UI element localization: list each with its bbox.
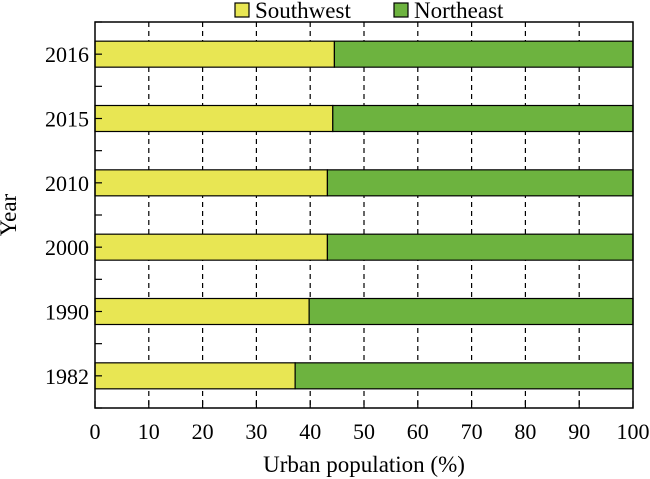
legend-swatch-northeast <box>393 2 409 18</box>
bar-southwest-2010 <box>94 169 329 197</box>
x-tick-labels: 0 10 20 30 40 50 60 70 80 90 100 <box>90 419 650 444</box>
x-tick-label: 70 <box>461 419 483 444</box>
y-tick-label: 1982 <box>45 364 89 389</box>
legend-label-southwest: Southwest <box>255 0 351 23</box>
y-tick-label: 2010 <box>45 171 89 196</box>
bar-southwest-2000 <box>94 233 329 261</box>
axis-ticks <box>94 21 634 409</box>
bar-southwest-1990 <box>94 297 310 326</box>
x-tick-label: 100 <box>617 419 650 444</box>
y-axis-title: Year <box>0 193 21 236</box>
bar-northeast-1990 <box>308 297 634 326</box>
x-tick-label: 40 <box>299 419 321 444</box>
x-tick-label: 30 <box>245 419 267 444</box>
bar-northeast-2000 <box>326 233 634 261</box>
y-tick-label: 2000 <box>45 235 89 260</box>
x-tick-label: 80 <box>514 419 536 444</box>
x-axis-title: Urban population (%) <box>263 452 465 477</box>
bar-southwest-2015 <box>94 104 334 133</box>
x-tick-label: 20 <box>192 419 214 444</box>
bar-southwest-2016 <box>94 40 336 68</box>
y-tick-label: 1990 <box>45 300 89 325</box>
bar-northeast-2015 <box>332 104 634 133</box>
bar-northeast-2010 <box>326 169 634 197</box>
legend-label-northeast: Northeast <box>414 0 504 23</box>
grid-lines <box>148 22 580 408</box>
bar-southwest-1982 <box>94 362 296 390</box>
bar-northeast-2016 <box>333 40 634 68</box>
y-tick-labels: 2016 2015 2010 2000 1990 1982 <box>45 42 89 389</box>
x-tick-label: 0 <box>90 419 101 444</box>
x-tick-label: 60 <box>407 419 429 444</box>
bar-northeast-1982 <box>294 362 634 390</box>
bars <box>94 40 634 390</box>
y-tick-label: 2016 <box>45 42 89 67</box>
y-tick-label: 2015 <box>45 107 89 132</box>
x-tick-label: 50 <box>353 419 375 444</box>
x-tick-label: 90 <box>568 419 590 444</box>
legend-swatch-southwest <box>234 2 250 18</box>
legend: Southwest Northeast <box>234 0 504 23</box>
x-tick-label: 10 <box>138 419 160 444</box>
